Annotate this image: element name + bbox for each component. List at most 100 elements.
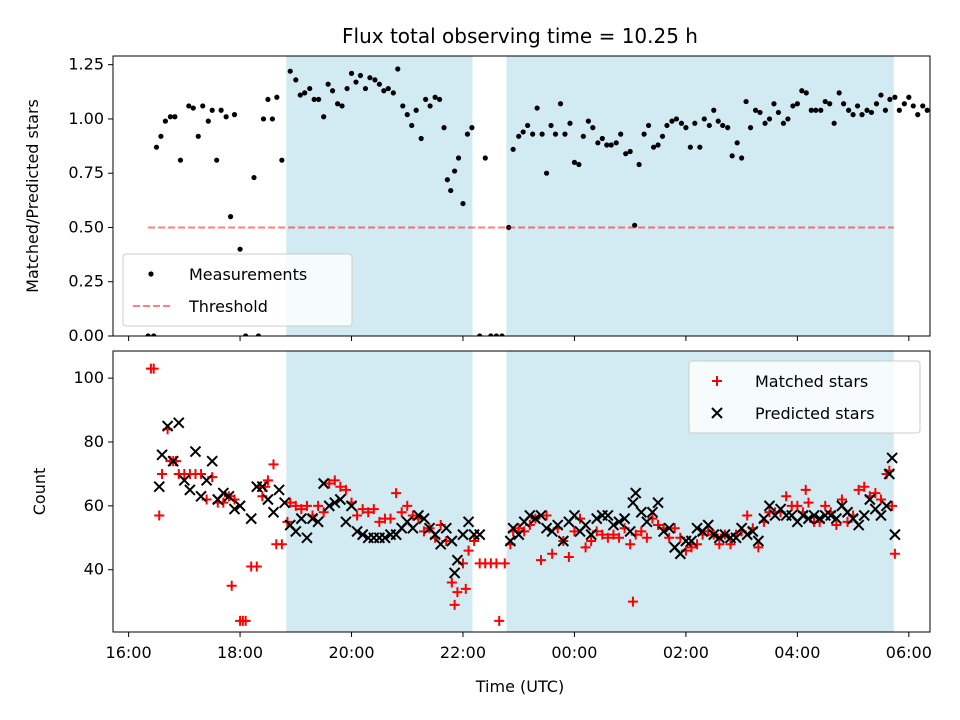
measurement-point <box>214 157 220 163</box>
measurement-point <box>376 81 382 87</box>
matched-star-point <box>800 484 811 495</box>
predicted-star-point <box>875 509 887 522</box>
measurement-point <box>785 116 791 122</box>
measurement-point <box>771 101 777 107</box>
measurement-point <box>460 200 466 207</box>
predicted-star-point <box>825 509 837 522</box>
matched-star-point <box>154 510 165 521</box>
predicted-star-point <box>858 509 870 522</box>
measurement-point <box>794 101 800 107</box>
measurement-point <box>316 96 322 103</box>
y-tick-label: 0.50 <box>68 217 104 236</box>
legend-label: Predicted stars <box>755 404 875 423</box>
matched-star-point <box>625 539 636 550</box>
predicted-star-point <box>830 512 843 525</box>
y-tick-label: 40 <box>84 560 104 579</box>
measurement-point <box>641 131 647 137</box>
predicted-star-point <box>691 522 703 534</box>
legend-label: Measurements <box>189 265 307 284</box>
predicted-star-point <box>245 512 257 525</box>
measurement-point <box>413 107 419 113</box>
matched-star-point <box>363 507 374 518</box>
measurement-point <box>158 133 164 139</box>
measurement-point <box>153 144 160 150</box>
y-tick-label: 80 <box>84 432 104 451</box>
predicted-star-point <box>504 535 517 547</box>
predicted-star-point <box>256 481 269 493</box>
measurement-point <box>464 131 471 137</box>
predicted-star-point <box>457 528 469 541</box>
measurement-point <box>906 94 912 100</box>
predicted-star-point <box>568 509 581 522</box>
measurement-point <box>297 92 303 98</box>
predicted-star-point <box>356 528 369 541</box>
measurement-point <box>934 110 939 115</box>
predicted-star-point <box>334 493 347 506</box>
measurement-point <box>613 140 619 146</box>
predicted-star-point <box>540 522 553 534</box>
measurement-point <box>488 333 494 336</box>
predicted-star-point <box>624 525 636 538</box>
measurement-point <box>307 85 313 92</box>
predicted-star-point <box>752 535 765 547</box>
measurement-point <box>279 157 285 163</box>
matched-star-point <box>614 532 625 543</box>
measurement-point <box>321 114 327 120</box>
measurement-point <box>915 112 921 118</box>
measurement-point <box>390 90 396 96</box>
measurement-point <box>427 103 433 109</box>
matched-star-point <box>318 507 329 518</box>
measurement-point <box>623 151 629 157</box>
measurement-point <box>599 135 605 142</box>
y-tick-label: 0.75 <box>68 163 104 182</box>
measurement-point <box>441 125 447 131</box>
predicted-star-point <box>730 532 742 544</box>
predicted-star-point <box>513 528 525 541</box>
matched-star-point <box>627 596 638 607</box>
measurement-point <box>827 101 833 107</box>
predicted-star-point <box>713 532 726 544</box>
predicted-star-point <box>630 487 642 499</box>
measurement-point <box>739 155 745 161</box>
y-axis-title: Count <box>30 468 49 516</box>
predicted-star-point <box>883 468 896 480</box>
legend: Measurements Threshold <box>122 253 353 327</box>
matched-star-point <box>686 542 697 553</box>
predicted-star-point <box>889 528 901 541</box>
measurement-point <box>952 105 957 110</box>
matched-star-point <box>653 520 664 531</box>
measurement-point <box>362 85 369 92</box>
legend-box <box>122 253 353 327</box>
predicted-star-point <box>290 525 302 538</box>
predicted-star-point <box>156 449 168 461</box>
measurement-point <box>790 103 796 109</box>
predicted-star-point <box>184 484 196 496</box>
predicted-star-point <box>306 512 319 525</box>
predicted-star-point <box>613 516 625 528</box>
predicted-star-point <box>440 522 452 534</box>
matched-star-point <box>368 504 379 515</box>
predicted-star-point <box>234 500 246 512</box>
measurement-point <box>243 333 249 336</box>
measurement-point <box>752 107 759 113</box>
predicted-star-point <box>434 538 447 550</box>
measurement-point <box>766 116 773 122</box>
x-axis-title: Time (UTC) <box>475 677 564 696</box>
measurement-point <box>562 131 568 137</box>
measurement-point <box>659 133 666 139</box>
measurement-point <box>910 103 916 109</box>
measurement-point <box>725 125 731 131</box>
predicted-star-point <box>719 528 731 541</box>
measurement-point <box>734 140 740 146</box>
x-tick-label: 16:00 <box>106 643 152 662</box>
matched-star-point <box>636 526 647 537</box>
matched-star-point <box>586 535 597 546</box>
matched-star-point <box>301 500 312 511</box>
measurement-point <box>353 79 359 85</box>
matched-star-point <box>836 494 847 505</box>
predicted-star-point <box>747 525 759 538</box>
measurement-point <box>627 148 633 155</box>
measurement-point <box>604 142 610 148</box>
measurement-point <box>799 88 805 94</box>
